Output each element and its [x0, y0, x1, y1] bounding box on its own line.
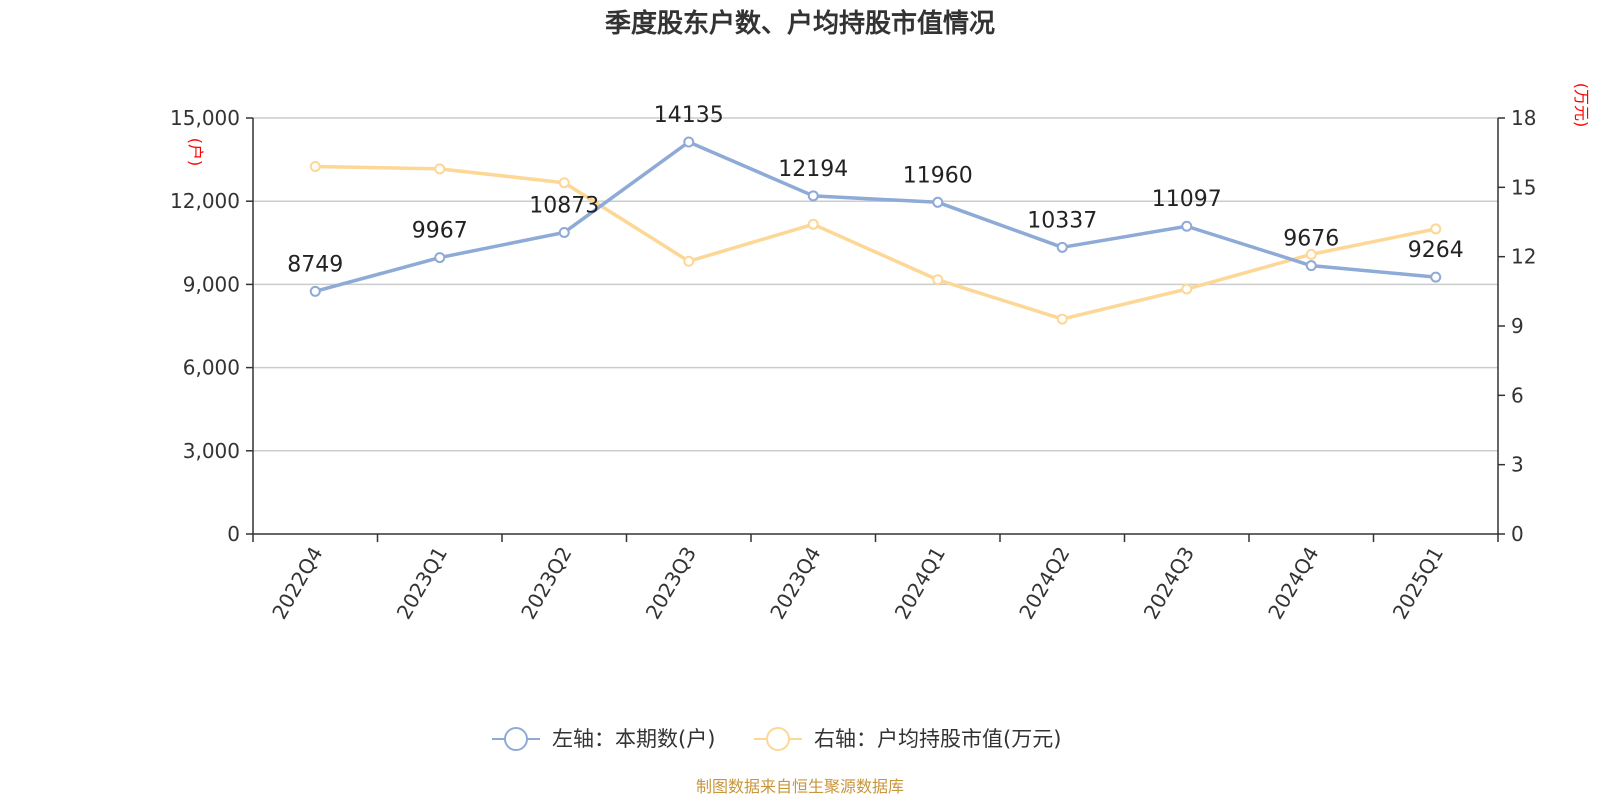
shareholder-count-point [1430, 271, 1442, 283]
x-axis-tick-label: 2023Q2 [516, 543, 576, 624]
avg-holding-value-point [434, 163, 446, 175]
x-axis-tick-label: 2024Q1 [890, 543, 950, 624]
x-axis-tick-label: 2023Q4 [765, 543, 825, 624]
series-avg-holding-value [309, 161, 1442, 325]
legend: 左轴：本期数(户) 右轴：户均持股市值(万元) [492, 727, 1061, 751]
left-axis-tick-label: 3,000 [183, 439, 240, 463]
source-note: 制图数据来自恒生聚源数据库 [696, 777, 904, 796]
right-axis-tick-label: 9 [1511, 314, 1524, 338]
x-axis-tick-label: 2022Q4 [267, 543, 327, 624]
legend-circle-icon [504, 727, 528, 751]
data-label: 8749 [287, 252, 343, 277]
shareholder-count-point [309, 285, 321, 297]
avg-holding-value-point [1056, 313, 1068, 325]
left-axis-tick-label: 15,000 [170, 106, 240, 130]
legend-label-avg-holding-value: 右轴：户均持股市值(万元) [814, 727, 1061, 751]
left-axis-tick-label: 12,000 [170, 189, 240, 213]
shareholder-count-point [807, 190, 819, 202]
data-label: 9264 [1408, 238, 1464, 263]
left-axis-tick-label: 0 [227, 522, 240, 546]
data-label: 10873 [529, 193, 599, 218]
left-axis-tick-label: 9,000 [183, 272, 240, 296]
grid-lines [253, 117, 1498, 452]
avg-holding-value-point [807, 218, 819, 230]
avg-holding-value-point [1430, 223, 1442, 235]
right-axis-tick-label: 3 [1511, 453, 1524, 477]
shareholder-count-point [683, 136, 695, 148]
avg-holding-value-point [932, 274, 944, 286]
right-axis-tick-label: 0 [1511, 522, 1524, 546]
avg-holding-value-point [309, 161, 321, 173]
x-axis-tick-label: 2025Q1 [1388, 543, 1448, 624]
right-axis-unit: (万元) [1572, 83, 1591, 128]
data-label: 14135 [654, 103, 724, 128]
shareholder-count-point [1305, 260, 1317, 272]
x-axis-tick-label: 2023Q3 [641, 543, 701, 624]
avg-holding-value-point [1181, 283, 1193, 295]
shareholder-count-point [558, 226, 570, 238]
series-shareholder-count [309, 136, 1442, 297]
left-axis-unit: (户) [186, 138, 205, 167]
x-axis: 2022Q4 2023Q1 2023Q2 2023Q3 2023Q4 2024Q1 2024… [252, 533, 1499, 624]
x-axis-tick-label: 2024Q2 [1014, 543, 1074, 624]
legend-item-shareholder-count[interactable]: 左轴：本期数(户) [492, 727, 715, 751]
right-axis-tick-label: 12 [1511, 245, 1536, 269]
right-y-axis: 0 3 6 9 12 15 18 [1497, 106, 1536, 546]
data-label: 9967 [412, 219, 468, 244]
legend-circle-icon [766, 727, 790, 751]
shareholder-count-point [1181, 220, 1193, 232]
legend-item-avg-holding-value[interactable]: 右轴：户均持股市值(万元) [754, 727, 1061, 751]
legend-label-shareholder-count: 左轴：本期数(户) [552, 727, 715, 751]
right-axis-tick-label: 18 [1511, 106, 1536, 130]
series-line [314, 140, 1436, 294]
avg-holding-value-point [558, 177, 570, 189]
shareholder-count-point [932, 196, 944, 208]
right-axis-tick-label: 15 [1511, 175, 1536, 199]
data-label: 11960 [903, 163, 973, 188]
left-y-axis: 0 3,000 6,000 9,000 12,000 15,000 [170, 106, 254, 546]
data-label: 10337 [1027, 208, 1097, 233]
left-axis-tick-label: 6,000 [183, 356, 240, 380]
data-label: 9676 [1283, 227, 1339, 252]
x-axis-tick-label: 2023Q1 [392, 543, 452, 624]
chart-title: 季度股东户数、户均持股市值情况 [605, 8, 995, 39]
avg-holding-value-point [683, 255, 695, 267]
shareholder-count-point [1056, 241, 1068, 253]
data-labels: 8749 9967 10873 14135 12194 11960 10337 11097 96… [287, 103, 1464, 277]
shareholder-count-point [434, 252, 446, 264]
avg-holding-value-point [1305, 248, 1317, 260]
data-label: 11097 [1152, 187, 1222, 212]
x-axis-tick-label: 2024Q3 [1139, 543, 1199, 624]
series-line [315, 164, 1437, 321]
x-axis-tick-label: 2024Q4 [1263, 543, 1323, 624]
data-label: 12194 [778, 157, 848, 182]
right-axis-tick-label: 6 [1511, 383, 1524, 407]
